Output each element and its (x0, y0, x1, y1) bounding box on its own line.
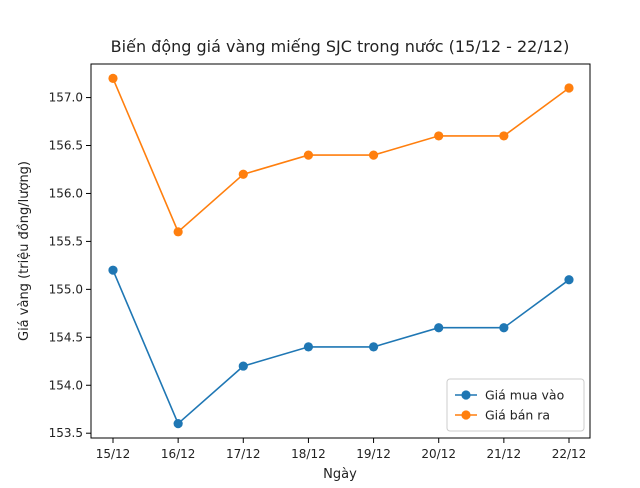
data-point (499, 131, 509, 141)
legend-frame (446, 378, 585, 432)
data-point (564, 275, 574, 285)
data-point (434, 323, 444, 333)
series-layer (108, 73, 574, 429)
data-point (368, 150, 379, 160)
data-point (564, 83, 574, 93)
x-tick-label: 21/12 (487, 447, 522, 461)
data-point (303, 342, 314, 352)
x-axis-label: Ngày (323, 467, 357, 482)
data-point (238, 361, 248, 371)
legend-label: Giá bán ra (485, 408, 550, 423)
legend: Giá mua vào Giá bán ra (446, 378, 585, 432)
data-point (108, 73, 118, 83)
y-axis: 153.5 154.0 154.5 155.0 155.5 156.0 156.5 157.0 (49, 91, 91, 440)
y-tick-label: 154.0 (49, 378, 83, 392)
series-2 (108, 73, 574, 237)
legend-swatch-marker (461, 390, 471, 400)
y-axis-label: Giá vàng (triệu đồng/lượng) (17, 161, 32, 341)
data-point (108, 265, 118, 275)
legend-item: Giá mua vào (455, 388, 564, 403)
y-tick-label: 155.0 (49, 282, 83, 296)
series-1 (108, 265, 574, 429)
chart-title: Biến động giá vàng miếng SJC trong nước … (111, 37, 570, 56)
data-point (368, 342, 379, 352)
x-tick-label: 19/12 (356, 447, 391, 461)
y-tick-label: 153.5 (49, 426, 83, 440)
y-tick-label: 154.5 (49, 330, 83, 344)
y-tick-label: 157.0 (49, 91, 83, 105)
x-tick-label: 16/12 (161, 447, 196, 461)
data-point (303, 150, 314, 160)
series-line (112, 269, 570, 425)
y-tick-label: 156.0 (49, 186, 83, 200)
x-tick-label: 17/12 (226, 447, 261, 461)
x-tick-label: 22/12 (552, 447, 587, 461)
x-tick-label: 20/12 (421, 447, 456, 461)
series-line (112, 78, 570, 234)
plot-area (90, 63, 591, 439)
legend-label: Giá mua vào (485, 388, 564, 403)
x-axis: 15/12 16/12 17/12 18/12 19/12 20/12 21/12 22/12 (96, 438, 587, 461)
data-point (173, 419, 183, 429)
y-tick-label: 155.5 (49, 234, 83, 248)
data-point (434, 131, 444, 141)
data-point (499, 323, 509, 333)
x-tick-label: 15/12 (96, 447, 131, 461)
x-tick-label: 18/12 (291, 447, 326, 461)
legend-swatch-marker (461, 410, 471, 420)
data-point (173, 227, 183, 237)
legend-item: Giá bán ra (455, 408, 550, 423)
y-tick-label: 156.5 (49, 139, 83, 153)
data-point (238, 169, 248, 179)
